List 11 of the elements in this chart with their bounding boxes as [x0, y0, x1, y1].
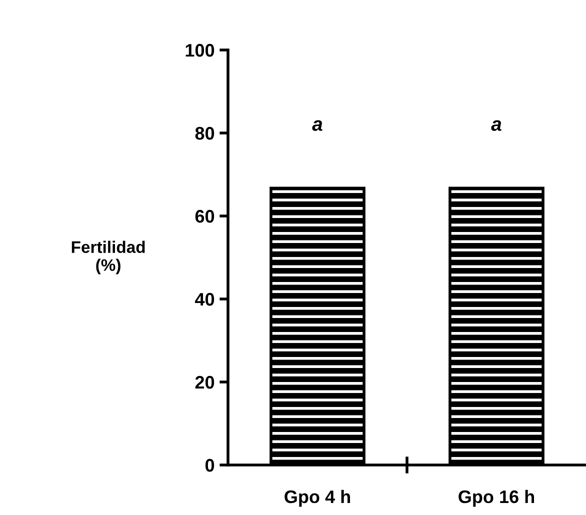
y-tick-label: 20: [195, 376, 214, 389]
y-tick-label: 40: [195, 292, 214, 306]
annotation: a: [491, 120, 502, 131]
y-tick-label: 80: [195, 126, 214, 140]
annotation: a: [312, 120, 322, 131]
y-axis-title: Fertilidad (%): [72, 240, 145, 274]
y-tick-label: 60: [195, 210, 214, 223]
x-tick-label: Gpo 16 h: [458, 490, 534, 507]
y-tick-label: 0: [205, 458, 214, 472]
y-tick-label: 100: [186, 44, 214, 57]
x-tick-label: Gpo 4 h: [284, 490, 350, 507]
